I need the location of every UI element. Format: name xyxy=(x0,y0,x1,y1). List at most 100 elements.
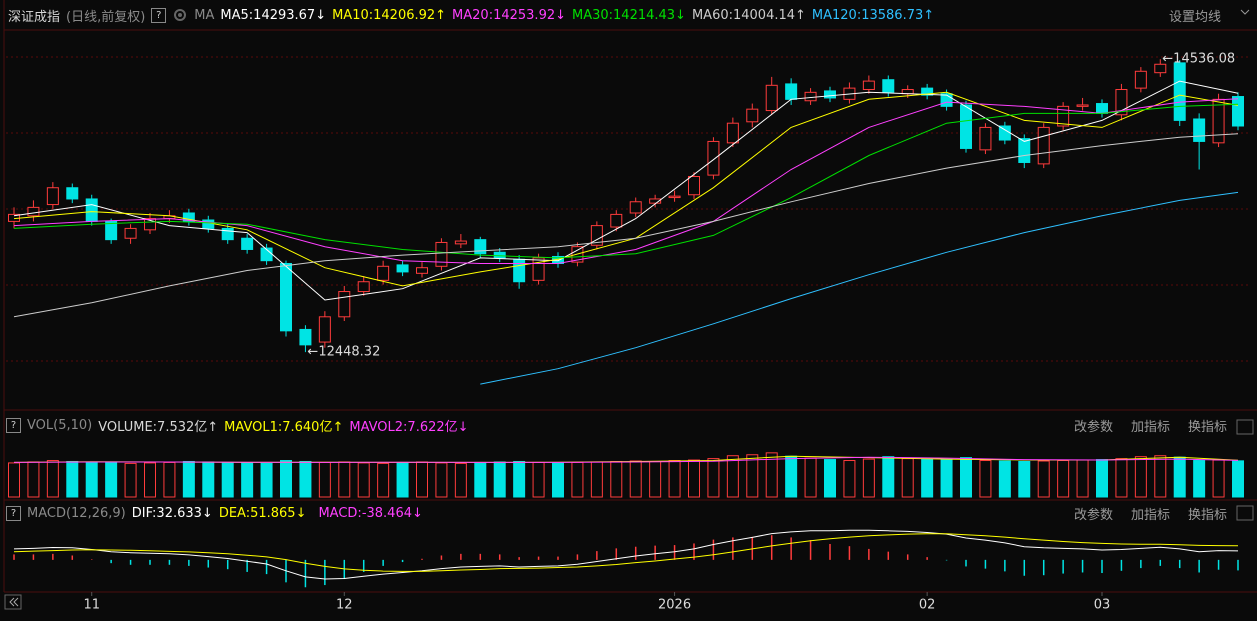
volume-bar xyxy=(610,460,623,498)
volume-bar xyxy=(804,457,817,498)
settings-icon[interactable] xyxy=(172,7,188,23)
scroll-left-button[interactable] xyxy=(4,594,22,610)
volume-bar xyxy=(416,461,428,498)
volume-bar xyxy=(221,461,234,498)
x-tick-label: 12 xyxy=(336,598,353,613)
volume-bar xyxy=(1037,460,1050,498)
legend-entry: DIF:32.633↓ xyxy=(131,505,213,521)
indicator-button[interactable]: 改参数 xyxy=(1073,419,1113,435)
indicator-line xyxy=(13,133,1239,318)
volume-bar xyxy=(202,461,215,498)
candle-body xyxy=(998,125,1011,141)
candle-body xyxy=(940,93,953,107)
candle-body xyxy=(921,87,934,96)
volume-bar xyxy=(862,458,875,498)
volume-bar xyxy=(707,458,720,498)
candle-body xyxy=(1212,98,1225,144)
vol-legend: MAVOL1:7.640亿↑ MAVOL2:7.622亿↓ xyxy=(224,416,474,435)
candle-body xyxy=(1018,138,1031,163)
layout-grid xyxy=(6,56,1250,362)
candle-body xyxy=(338,291,351,318)
volume-bar xyxy=(396,461,409,498)
volume-bar xyxy=(241,462,254,498)
volume-bar xyxy=(688,459,700,498)
candle-body xyxy=(960,104,972,149)
macd-title: MACD(12,26,9) xyxy=(27,505,126,521)
macd-header: ? MACD(12,26,9) DIF:32.633↓ DEA:51.865↓ M… xyxy=(6,503,1257,523)
volume-bar xyxy=(377,462,390,498)
set-ma-button[interactable]: 设置均线 xyxy=(1168,9,1221,25)
candle-body xyxy=(1096,103,1108,114)
vol-value: VOLUME:7.532亿↑ xyxy=(98,419,219,435)
volume-bar xyxy=(901,458,914,498)
candle-body xyxy=(377,265,390,281)
candle-body xyxy=(707,140,720,176)
candle-body xyxy=(163,215,176,220)
indicator-button[interactable]: 换指标 xyxy=(1187,507,1227,523)
candle-body xyxy=(493,251,506,259)
volume-bar xyxy=(921,458,934,498)
indicator-line xyxy=(13,103,1239,259)
macd-legend: DIF:32.633↓ DEA:51.865↓ xyxy=(132,506,313,521)
volume-bar xyxy=(1154,455,1167,498)
candle-body xyxy=(785,83,798,100)
x-tick-label: 2026 xyxy=(658,598,691,613)
help-button[interactable]: ? xyxy=(151,7,167,23)
x-tick-label: 03 xyxy=(1094,598,1111,613)
candle-body xyxy=(610,213,623,228)
candle-body xyxy=(668,195,681,199)
candle-body xyxy=(124,227,137,239)
volume-bar xyxy=(843,460,856,498)
volume-bar xyxy=(144,462,156,498)
candle-body xyxy=(901,89,914,95)
indicator-button[interactable]: 加指标 xyxy=(1130,419,1170,435)
candle-body xyxy=(1193,118,1206,142)
legend-entry: MA30:14214.43↓ xyxy=(572,7,686,23)
volume-bar xyxy=(1096,459,1108,498)
indicator-line xyxy=(480,191,1239,385)
volume-bar xyxy=(532,461,545,498)
indicator-button[interactable]: 加指标 xyxy=(1130,507,1170,523)
indicator-button[interactable]: 改参数 xyxy=(1073,507,1113,523)
help-button[interactable]: ? xyxy=(6,417,21,433)
x-tick-label: 02 xyxy=(919,598,936,613)
indicator-buttons: 改参数 加指标 换指标 xyxy=(1074,504,1233,523)
candle-body xyxy=(1173,62,1186,121)
volume-bar xyxy=(513,460,526,498)
volume-bar xyxy=(1057,460,1070,498)
volume-bar xyxy=(338,461,351,498)
candle-body xyxy=(746,108,759,123)
volume-bar xyxy=(668,460,681,498)
volume-bar xyxy=(260,462,273,498)
volume-bar xyxy=(960,457,972,498)
indicator-button[interactable]: 换指标 xyxy=(1187,419,1227,435)
candle-body xyxy=(1232,96,1244,127)
volume-bar xyxy=(746,454,759,498)
candle-body xyxy=(241,237,254,250)
help-button[interactable]: ? xyxy=(6,505,21,521)
volume-bar xyxy=(85,461,98,498)
candle-body xyxy=(299,328,312,346)
candle-body xyxy=(532,257,545,281)
candle-body xyxy=(318,316,331,343)
volume-bar xyxy=(765,452,778,498)
volume-bar xyxy=(726,455,739,498)
dropdown-icon[interactable] xyxy=(1239,6,1251,18)
volume-bar xyxy=(27,461,40,498)
candle-body xyxy=(843,87,856,100)
candle-body xyxy=(144,218,156,231)
candle-body xyxy=(105,220,118,241)
candle-body xyxy=(435,241,448,267)
legend-entry: MA60:14004.14↑ xyxy=(691,7,806,23)
volume-bar xyxy=(882,456,895,498)
indicator-line xyxy=(13,529,1239,580)
candle-body xyxy=(202,219,215,229)
candle-body xyxy=(804,91,817,102)
volume-bar xyxy=(1018,460,1031,498)
indicator-line xyxy=(13,80,1239,301)
candle-body xyxy=(474,239,487,255)
candle-body xyxy=(571,246,584,263)
candle-body xyxy=(649,198,662,204)
legend-entry: DEA:51.865↓ xyxy=(218,505,307,521)
